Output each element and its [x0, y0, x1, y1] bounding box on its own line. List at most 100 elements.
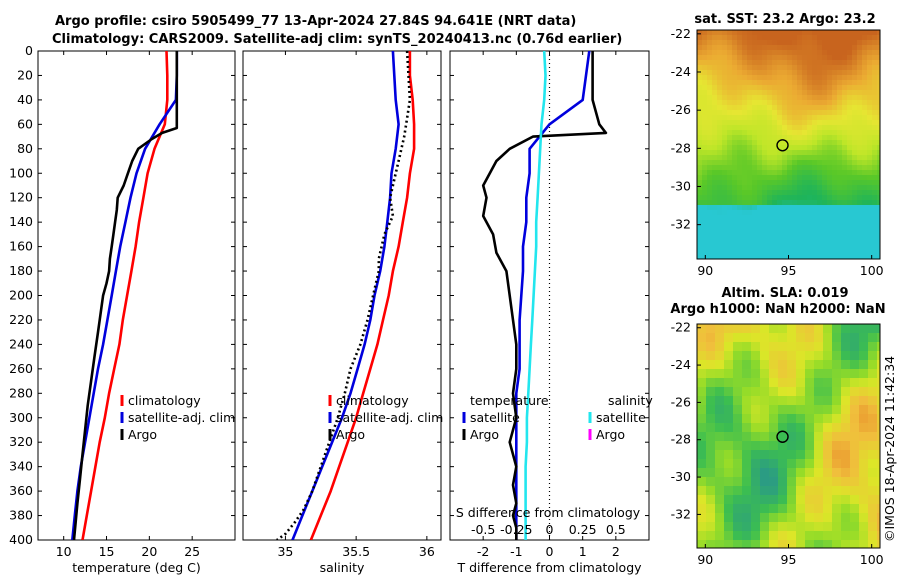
series-line-difference-temperature-argo [481, 51, 608, 540]
heatmap-cell [823, 486, 833, 496]
heatmap-cell [742, 35, 748, 41]
heatmap-cell [792, 45, 798, 51]
y-tick-label: 360 [9, 483, 33, 498]
heatmap-cell [847, 205, 853, 211]
heatmap-cell [802, 205, 808, 211]
heatmap-cell [832, 369, 842, 379]
heatmap-cell [822, 225, 828, 231]
heatmap-cell [805, 531, 815, 541]
heatmap-cell [787, 155, 793, 161]
heatmap-cell [872, 30, 878, 36]
heatmap-cell [767, 45, 773, 51]
heatmap-cell [702, 85, 708, 91]
heatmap-cell [697, 85, 703, 91]
heatmap-cell [797, 50, 803, 56]
heatmap-cell [797, 90, 803, 96]
heatmap-cell [872, 235, 878, 241]
heatmap-cell [867, 240, 873, 246]
heatmap-cell [832, 378, 842, 388]
heatmap-cell [797, 155, 803, 161]
secondary-x-tick-label: 0 [546, 522, 554, 537]
heatmap-cell [823, 540, 833, 548]
heatmap-cell [802, 150, 808, 156]
heatmap-cell [847, 195, 853, 201]
heatmap-cell [777, 50, 783, 56]
map-y-tick-label: -22 [671, 26, 691, 41]
heatmap-cell [752, 35, 758, 41]
heatmap-cell [832, 387, 842, 397]
heatmap-cell [867, 85, 873, 91]
heatmap-cell [787, 255, 793, 259]
heatmap-cell [751, 369, 761, 379]
heatmap-cell [857, 220, 863, 226]
heatmap-cell [742, 351, 752, 361]
heatmap-cell [782, 70, 788, 76]
heatmap-cell [797, 130, 803, 136]
heatmap-cell [859, 342, 869, 352]
heatmap-cell [807, 195, 813, 201]
heatmap-cell [697, 75, 703, 81]
heatmap-cell [792, 50, 798, 56]
heatmap-cell [797, 205, 803, 211]
heatmap-cell [752, 180, 758, 186]
heatmap-cell [732, 205, 738, 211]
heatmap-cell [812, 100, 818, 106]
legend-label-temperature: climatology [128, 393, 201, 408]
heatmap-cell [868, 387, 878, 397]
legend-label-salinity: climatology [336, 393, 409, 408]
heatmap-cell [742, 459, 752, 469]
heatmap-cell [867, 220, 873, 226]
heatmap-cell [867, 50, 873, 56]
heatmap-cell [757, 200, 763, 206]
heatmap-cell [857, 110, 863, 116]
heatmap-cell [817, 150, 823, 156]
heatmap-cell [832, 230, 838, 236]
heatmap-cell [847, 200, 853, 206]
heatmap-cell [832, 468, 842, 478]
heatmap-cell [782, 185, 788, 191]
heatmap-cell [827, 100, 833, 106]
heatmap-cell [792, 120, 798, 126]
heatmap-cell [712, 185, 718, 191]
heatmap-cell [841, 396, 851, 406]
heatmap-cell [797, 95, 803, 101]
heatmap-cell [751, 459, 761, 469]
heatmap-cell [702, 180, 708, 186]
heatmap-cell [852, 235, 858, 241]
heatmap-cell [812, 145, 818, 151]
heatmap-cell [787, 195, 793, 201]
heatmap-cell [787, 504, 797, 514]
heatmap-cell [702, 35, 708, 41]
heatmap-cell [747, 145, 753, 151]
heatmap-cell [757, 75, 763, 81]
heatmap-cell [877, 155, 880, 161]
heatmap-cell [859, 405, 869, 415]
heatmap-cell [872, 40, 878, 46]
secondary-axis-label: S difference from climatology [456, 505, 641, 520]
heatmap-cell [782, 115, 788, 121]
heatmap-cell [842, 210, 848, 216]
heatmap-cell [841, 351, 851, 361]
heatmap-cell [717, 190, 723, 196]
heatmap-cell [797, 185, 803, 191]
heatmap-cell [762, 145, 768, 151]
heatmap-cell [787, 522, 797, 532]
heatmap-cell [868, 450, 878, 460]
legend-label-temperature: satellite [470, 410, 520, 425]
heatmap-cell [822, 80, 828, 86]
heatmap-cell [706, 333, 716, 343]
legend-title-salinity: salinity [608, 393, 653, 408]
heatmap-cell [862, 140, 868, 146]
heatmap-cell [706, 450, 716, 460]
heatmap-cell [777, 100, 783, 106]
heatmap-cell [817, 110, 823, 116]
heatmap-cell [837, 240, 843, 246]
heatmap-cell [802, 140, 808, 146]
heatmap-cell [832, 90, 838, 96]
heatmap-cell [787, 65, 793, 71]
heatmap-cell [717, 240, 723, 246]
heatmap-cell [852, 180, 858, 186]
x-tick-label-salinity: 35.5 [342, 544, 370, 559]
heatmap-cell [737, 85, 743, 91]
heatmap-cell [805, 522, 815, 532]
